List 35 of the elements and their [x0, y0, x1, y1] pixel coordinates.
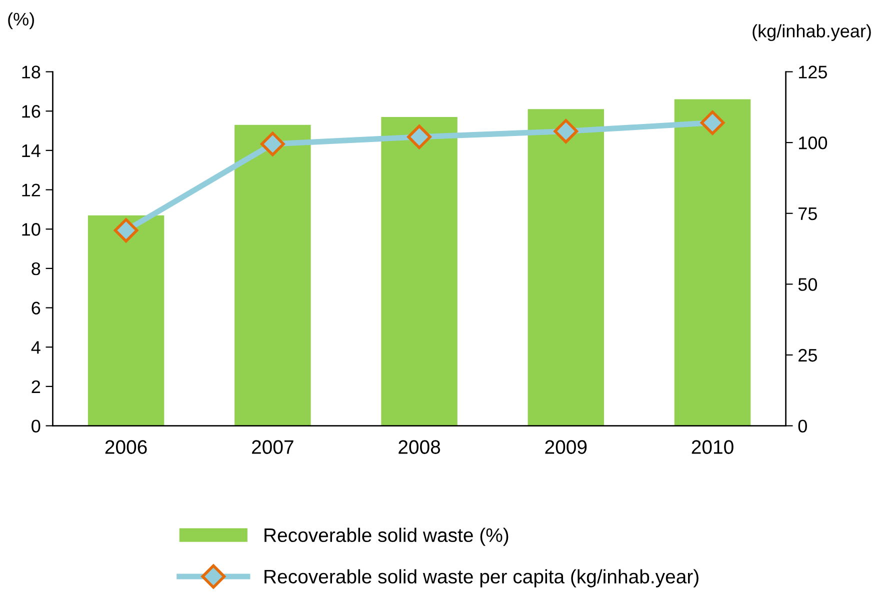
y-axis-title: (%) [8, 12, 34, 30]
x-tick-label: 2006 [105, 440, 147, 454]
point [407, 124, 432, 150]
y-tick-label: 14 [22, 144, 40, 157]
x-tick-label: 2010 [692, 440, 734, 454]
bar [528, 109, 604, 426]
y2-tick-label: 75 [798, 207, 817, 220]
x-tick-label: 2008 [398, 440, 440, 454]
y2-tick-label: 50 [798, 278, 818, 291]
y-tick-label: 6 [32, 302, 40, 314]
y2-tick-label: 0 [798, 420, 807, 432]
y2-tick-label: 25 [798, 348, 817, 362]
y2-tick-label: 100 [799, 136, 828, 150]
y-tick-label: 10 [22, 223, 40, 236]
point [260, 132, 285, 156]
y-tick-label: 16 [22, 105, 40, 118]
y-tick-label: 8 [32, 262, 40, 276]
y-tick-label: 18 [22, 66, 40, 78]
y2-axis-title: (kg/inhab.year) [752, 24, 871, 42]
x-tick-label: 2009 [545, 440, 587, 454]
y-tick-label: 12 [22, 184, 40, 196]
bar [234, 124, 311, 426]
bar [381, 116, 458, 426]
y-tick-label: 2 [32, 380, 40, 393]
y-tick-label: 4 [31, 341, 40, 354]
point [700, 110, 725, 135]
y-tick-label: 0 [32, 420, 40, 432]
y2-tick-label: 125 [799, 66, 827, 78]
legend-label: Recoverable solid waste per capita (kg/inhab.year) [264, 569, 698, 588]
legend-label: Recoverable solid waste (%) [264, 528, 508, 546]
bar [674, 99, 751, 426]
bar [88, 215, 164, 426]
point [114, 218, 138, 243]
x-tick-label: 2007 [252, 440, 294, 454]
point [554, 119, 578, 144]
